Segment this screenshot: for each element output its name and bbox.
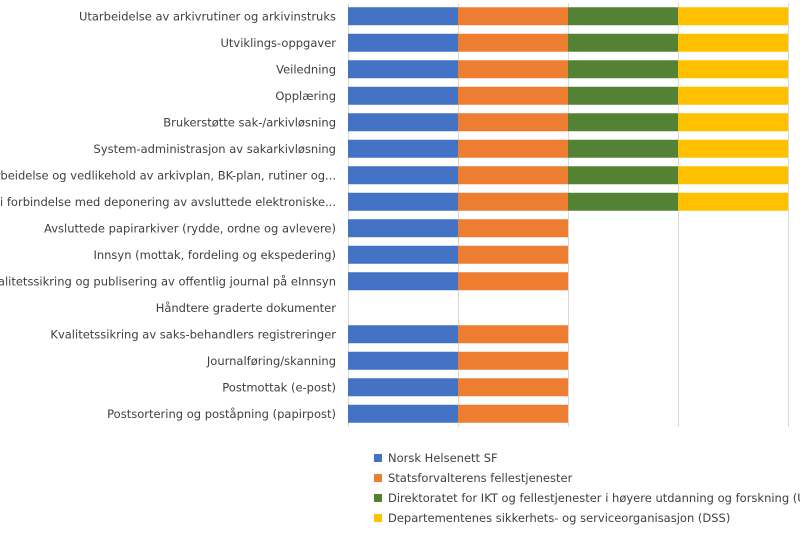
- category-label: Postsortering og poståpning (papirpost): [107, 407, 336, 421]
- category-label: Veiledning: [276, 62, 336, 76]
- bar-segment: [348, 378, 458, 397]
- category-label: System-administrasjon av sakarkivløsning: [94, 142, 336, 156]
- legend-entry: Statsforvalterens fellestjenester: [388, 471, 573, 485]
- bar-segment: [348, 404, 458, 423]
- bar-segment: [458, 192, 568, 211]
- bar-segment: [568, 7, 678, 26]
- legend-entry: Norsk Helsenett SF: [388, 451, 498, 465]
- bar-segment: [678, 60, 788, 79]
- bar-segment: [458, 404, 568, 423]
- category-label: Opplæring: [275, 89, 336, 103]
- category-labels: Utarbeidelse av arkivrutiner og arkivins…: [0, 9, 336, 421]
- bar-segment: [348, 33, 458, 52]
- category-label: Innsyn (mottak, fordeling og ekspedering…: [93, 248, 336, 262]
- bar-segment: [568, 86, 678, 105]
- category-label: Utarbeidelse av arkivrutiner og arkivins…: [79, 9, 336, 23]
- bar-segment: [348, 86, 458, 105]
- category-label: Journalføring/skanning: [206, 354, 336, 368]
- bar-segment: [678, 86, 788, 105]
- bar-segment: [568, 139, 678, 158]
- bar-segment: [458, 166, 568, 185]
- bar-segment: [458, 245, 568, 264]
- bar-segment: [348, 245, 458, 264]
- category-label: Brukerstøtte sak-/arkivløsning: [163, 115, 336, 129]
- legend-entry: Departementenes sikkerhets- og serviceor…: [388, 511, 730, 525]
- bar-segment: [348, 351, 458, 370]
- bar-segment: [348, 60, 458, 79]
- legend-swatch: [374, 474, 382, 482]
- legend-swatch: [374, 454, 382, 462]
- bar-segment: [458, 60, 568, 79]
- bar-segment: [348, 139, 458, 158]
- bar-segment: [458, 139, 568, 158]
- category-label: Utarbeidelse og vedlikehold av arkivplan…: [0, 168, 336, 182]
- bar-segment: [568, 166, 678, 185]
- bar-segment: [678, 33, 788, 52]
- bar-segment: [458, 351, 568, 370]
- legend-swatch: [374, 494, 382, 502]
- category-label: Kvalitetssikring av saks-behandlers regi…: [50, 327, 336, 341]
- bar-segment: [458, 7, 568, 26]
- bar-segment: [348, 7, 458, 26]
- bar-segment: [568, 60, 678, 79]
- legend-entry: Direktoratet for IKT og fellestjenester …: [388, 491, 800, 505]
- category-label: Postmottak (e-post): [222, 380, 336, 394]
- category-label: Håndtere graderte dokumenter: [156, 301, 337, 315]
- bar-segment: [348, 219, 458, 238]
- bar-segment: [678, 192, 788, 211]
- bar-segment: [678, 139, 788, 158]
- category-label: Avsluttede papirarkiver (rydde, ordne og…: [44, 221, 336, 235]
- bar-segment: [348, 192, 458, 211]
- bar-segment: [458, 325, 568, 344]
- bar-segment: [348, 113, 458, 132]
- category-label: Kvalitetssikring og publisering av offen…: [0, 274, 336, 288]
- bar-segment: [568, 192, 678, 211]
- bar-segment: [678, 7, 788, 26]
- category-label: Utviklings-oppgaver: [220, 36, 336, 50]
- bar-segment: [458, 113, 568, 132]
- bar-segment: [458, 378, 568, 397]
- bar-segment: [348, 325, 458, 344]
- legend-swatch: [374, 514, 382, 522]
- bar-segment: [678, 113, 788, 132]
- bar-segment: [568, 33, 678, 52]
- bar-segment: [678, 166, 788, 185]
- bar-segment: [348, 272, 458, 291]
- bar-segment: [458, 219, 568, 238]
- bar-segment: [458, 86, 568, 105]
- bars: [348, 7, 788, 423]
- legend: Norsk Helsenett SF Statsforvalterens fell…: [374, 451, 800, 525]
- bar-segment: [458, 33, 568, 52]
- category-label: Arbeid i forbindelse med deponering av a…: [0, 195, 336, 209]
- bar-segment: [348, 166, 458, 185]
- bar-segment: [458, 272, 568, 291]
- bar-segment: [568, 113, 678, 132]
